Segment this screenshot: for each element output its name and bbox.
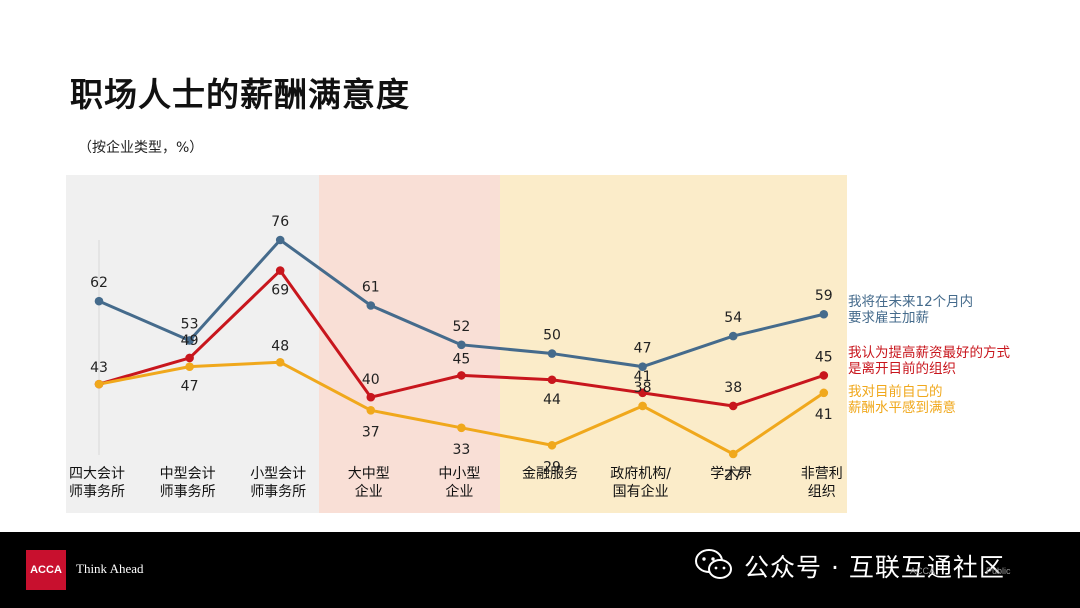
series-1-point-6 — [638, 388, 647, 398]
wechat-watermark: 公众号 · 互联互通社区 — [744, 553, 1005, 582]
legend-entry-1-1: 是离开目前的组织 — [848, 360, 956, 377]
legend-entry-2-1: 薪酬水平感到满意 — [848, 399, 956, 416]
category-label-2-1: 师事务所 — [250, 484, 306, 500]
data-label-s1-5: 44 — [543, 392, 561, 408]
faint-watermark-right: Public — [986, 566, 1011, 576]
category-band-2 — [500, 175, 847, 513]
data-label-s2-8: 41 — [815, 407, 833, 423]
category-label-3-1: 企业 — [355, 483, 383, 500]
data-label-s2-3: 37 — [362, 424, 380, 440]
data-label-s2-5: 29 — [543, 459, 561, 475]
series-2-point-4 — [457, 423, 466, 433]
series-0-point-6 — [638, 362, 647, 371]
category-label-7-0: 学术界 — [710, 466, 752, 482]
category-label-1-1: 师事务所 — [160, 484, 216, 500]
legend-entry-2-0: 我对目前自己的 — [848, 383, 943, 400]
data-label-s0-3: 61 — [362, 280, 380, 296]
data-label-s0-6: 47 — [634, 341, 652, 357]
series-0-point-7 — [728, 331, 738, 341]
data-label-s0-8: 59 — [815, 288, 833, 304]
series-1-point-5 — [547, 375, 557, 385]
series-1-point-4 — [457, 371, 466, 380]
series-1-point-3 — [366, 392, 376, 402]
data-label-s0-4: 52 — [452, 319, 470, 335]
series-0-point-0 — [94, 296, 104, 306]
data-label-s1-0: 43 — [90, 360, 108, 376]
series-2-point-5 — [547, 440, 557, 450]
data-label-s1-6: 41 — [634, 369, 652, 385]
series-2-point-1 — [185, 362, 194, 371]
line-chart: 6253766152504754594349694045444138454748… — [66, 175, 1010, 513]
data-label-s1-4: 45 — [452, 351, 470, 367]
data-label-s0-2: 76 — [271, 214, 289, 230]
series-1-point-2 — [275, 266, 285, 275]
tagline: Think Ahead — [76, 561, 144, 576]
category-label-0-0: 四大会计 — [69, 466, 125, 482]
category-label-0-1: 师事务所 — [69, 484, 125, 500]
legend-entry-1-0: 我认为提高薪资最好的方式 — [848, 344, 1010, 361]
category-band-0 — [66, 175, 319, 513]
series-2-point-8 — [819, 388, 829, 398]
category-label-4-1: 企业 — [445, 483, 473, 500]
series-2-point-6 — [638, 401, 647, 411]
category-label-1-0: 中型会计 — [160, 466, 216, 482]
series-0-point-8 — [819, 309, 829, 319]
data-label-s2-2: 48 — [271, 338, 289, 354]
series-2-point-2 — [275, 357, 285, 367]
wechat-icon — [695, 549, 732, 579]
legend-entry-0-0: 我将在未来12个月内 — [848, 294, 973, 310]
legend-entry-0-1: 要求雇主加薪 — [848, 309, 929, 326]
series-1-point-1 — [185, 353, 194, 363]
category-label-3-0: 大中型 — [348, 466, 390, 482]
series-1-point-7 — [728, 401, 738, 411]
data-label-s2-6: 38 — [634, 380, 652, 396]
category-label-8-0: 非营利 — [801, 466, 843, 482]
data-label-s1-8: 45 — [815, 349, 833, 365]
data-label-s1-1: 49 — [181, 333, 199, 349]
series-2-point-0 — [94, 379, 104, 389]
category-label-2-0: 小型会计 — [250, 466, 306, 482]
category-label-8-1: 组织 — [808, 484, 836, 500]
acca-logo: ACCA — [26, 550, 66, 590]
series-0-point-4 — [457, 340, 466, 350]
data-label-s2-7: 27 — [724, 468, 742, 484]
footer-bar — [0, 532, 1080, 608]
data-label-s0-5: 50 — [543, 328, 561, 344]
category-label-6-1: 国有企业 — [613, 483, 669, 500]
series-1-point-8 — [819, 371, 829, 380]
series-0-point-5 — [547, 349, 557, 358]
data-label-s2-4: 33 — [452, 442, 470, 458]
series-2-point-3 — [366, 406, 376, 415]
category-label-4-0: 中小型 — [438, 466, 480, 482]
data-label-s0-0: 62 — [90, 275, 108, 291]
page-title: 职场人士的薪酬满意度 — [70, 75, 410, 114]
series-0-point-1 — [185, 336, 194, 345]
category-label-5-0: 金融服务 — [522, 466, 578, 482]
faint-watermark-left: ACCA — [910, 566, 936, 576]
data-label-s0-1: 53 — [181, 316, 199, 332]
data-label-s0-7: 54 — [724, 310, 742, 326]
data-label-s1-3: 40 — [362, 372, 380, 388]
series-0-point-3 — [366, 301, 376, 310]
data-label-s1-7: 38 — [724, 380, 742, 396]
category-label-6-0: 政府机构/ — [610, 466, 671, 482]
series-2-point-7 — [728, 449, 738, 459]
data-label-s1-2: 69 — [271, 283, 289, 299]
series-0-point-2 — [275, 235, 285, 245]
chart-subtitle: （按企业类型，%） — [78, 140, 204, 156]
category-band-1 — [319, 175, 500, 513]
data-label-s2-1: 47 — [181, 379, 199, 395]
